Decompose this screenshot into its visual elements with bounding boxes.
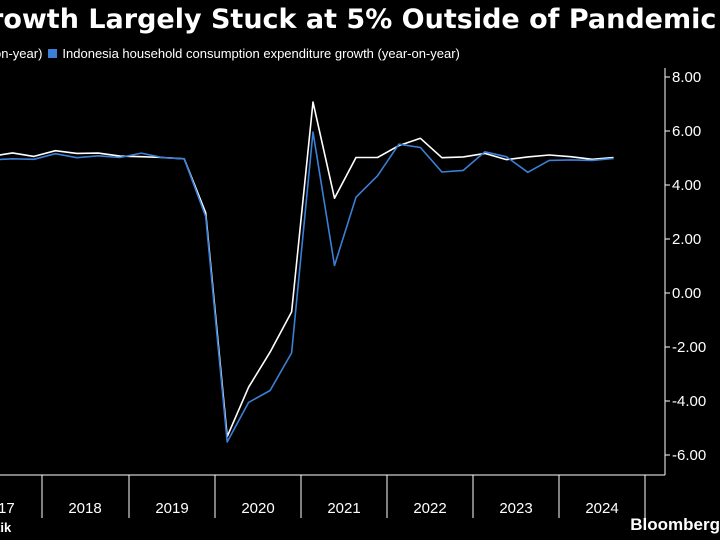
- legend-label-headline: on-year): [0, 46, 43, 61]
- series-line-headline: [0, 101, 614, 438]
- x-tick-label: 2024: [585, 500, 618, 517]
- source-note: tik: [0, 520, 12, 535]
- legend-item-headline: on-year): [0, 46, 42, 61]
- y-tick-label: 4.00: [672, 177, 701, 194]
- x-tick-label: 2023: [499, 500, 532, 517]
- legend-swatch-household: [48, 49, 58, 58]
- y-tick-label: 8.00: [672, 69, 701, 86]
- legend-label-household: Indonesia household consumption expendit…: [62, 46, 460, 61]
- chart-title: rowth Largely Stuck at 5% Outside of Pan…: [0, 4, 717, 35]
- series-line-household: [0, 131, 614, 443]
- y-tick-label: 2.00: [672, 231, 701, 248]
- legend-item-household: Indonesia household consumption expendit…: [48, 46, 460, 61]
- x-tick-label: 17: [0, 500, 15, 517]
- x-tick-label: 2022: [413, 500, 446, 517]
- y-tick-label: 6.00: [672, 123, 701, 140]
- legend: on-year) Indonesia household consumption…: [0, 46, 460, 61]
- brand-logo-text: Bloomberg: [630, 515, 720, 534]
- x-tick-label: 2019: [155, 500, 188, 517]
- x-tick-label: 2021: [327, 500, 360, 517]
- x-tick-label: 2020: [241, 500, 274, 517]
- y-tick-label: -2.00: [672, 339, 706, 356]
- y-tick-label: -6.00: [672, 447, 706, 464]
- y-tick-label: -4.00: [672, 393, 706, 410]
- x-tick-label: 2018: [68, 500, 101, 517]
- y-tick-label: 0.00: [672, 285, 701, 302]
